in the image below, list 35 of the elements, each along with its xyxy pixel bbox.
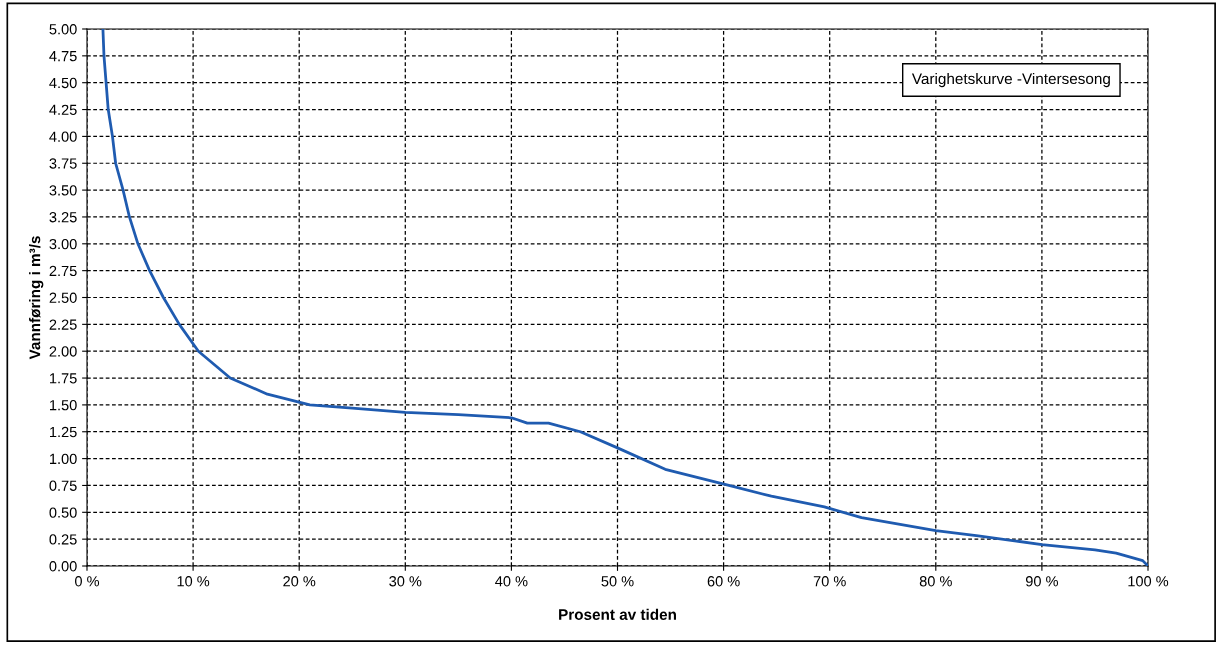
y-tick-label: 4.00: [49, 131, 77, 142]
y-tick-label: 4.50: [49, 77, 77, 89]
x-tick-label: 50 %: [601, 576, 634, 587]
y-tick-label: 2.25: [49, 319, 77, 330]
x-tick-label: 0 %: [75, 576, 100, 587]
y-tick-label: 1.50: [50, 400, 77, 411]
y-tick-label: 0.00: [49, 561, 77, 572]
y-tick-label: 1.00: [50, 453, 77, 465]
x-tick-label: 70 %: [813, 576, 846, 587]
x-tick-label: 90 %: [1025, 576, 1058, 587]
y-tick-label: 2.00: [49, 346, 77, 357]
x-tick-label: 60 %: [707, 576, 740, 587]
y-tick-label: 4.25: [49, 104, 77, 115]
x-tick-label: 80 %: [919, 576, 952, 587]
y-tick-label: 3.00: [49, 238, 77, 250]
y-tick-label: 3.25: [49, 212, 77, 223]
y-tick-label: 4.75: [49, 51, 77, 62]
y-tick-label: 1.75: [50, 373, 77, 384]
x-tick-label: 40 %: [495, 576, 528, 587]
y-tick-label: 3.75: [49, 158, 77, 169]
text: Varighetskurve -Vintersesong: [911, 72, 1110, 88]
x-tick-label: 10 %: [177, 576, 210, 587]
y-tick-label: 5.00: [49, 24, 77, 35]
y-tick-label: 0.50: [49, 507, 77, 518]
x-tick-label: 30 %: [389, 576, 422, 587]
x-axis-title: Prosent av tiden: [559, 608, 676, 620]
y-tick-label: 0.25: [49, 534, 77, 545]
y-axis-title: Vannføring i m³/s: [29, 236, 44, 360]
y-tick-label: 2.50: [49, 292, 77, 303]
x-tick-label: 20 %: [283, 576, 316, 587]
y-tick-label: 1.25: [50, 426, 77, 438]
y-tick-label: 3.50: [49, 185, 77, 196]
x-tick-label: 100 %: [1128, 576, 1169, 587]
y-tick-label: 0.75: [49, 480, 77, 491]
y-tick-label: 2.75: [49, 265, 77, 277]
